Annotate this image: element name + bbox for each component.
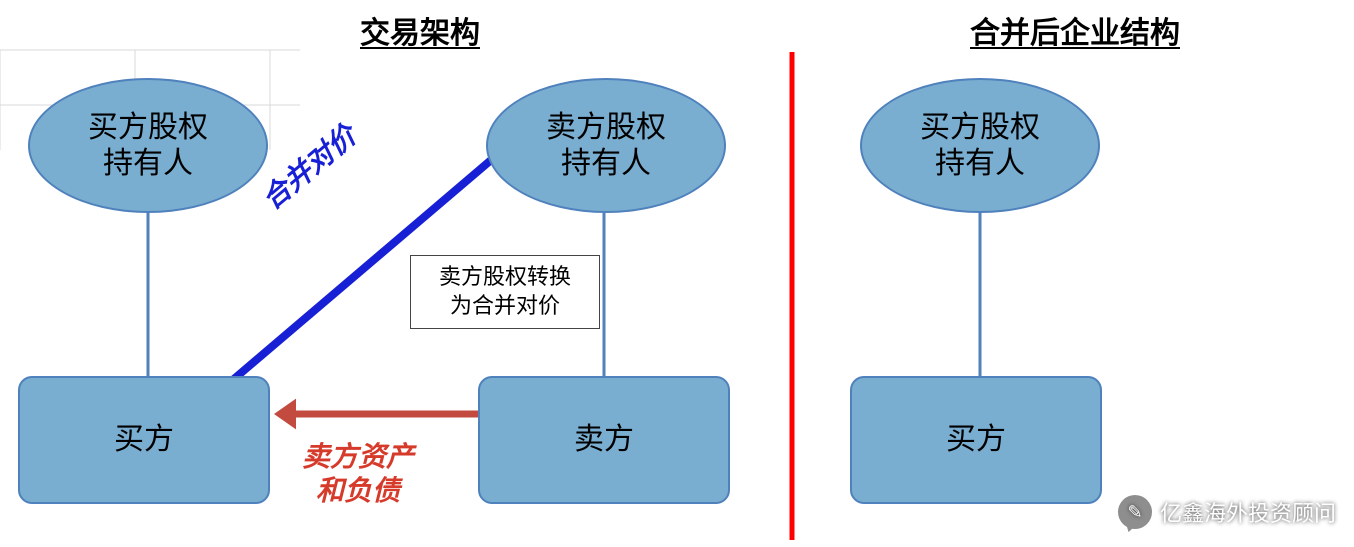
title-left: 交易架构 (360, 8, 480, 52)
node-right-buyer: 买方 (850, 376, 1102, 504)
diagram-canvas: 交易架构 合并后企业结构 买方股权 持有人 卖方股权 持有人 买方 卖方 买方股… (0, 0, 1354, 547)
label-assets-liab: 卖方资产 和负债 (300, 440, 416, 507)
node-right-holder: 买方股权 持有人 (860, 78, 1100, 213)
watermark: ✎ 亿鑫海外投资顾问 (1118, 495, 1336, 529)
label-merge-price: 合并对价 (254, 117, 364, 217)
node-buyer-holder: 买方股权 持有人 (28, 78, 268, 213)
watermark-text: 亿鑫海外投资顾问 (1160, 496, 1336, 528)
note-convert: 卖方股权转换 为合并对价 (410, 255, 600, 329)
node-buyer: 买方 (18, 376, 270, 504)
title-right: 合并后企业结构 (970, 8, 1180, 52)
wechat-icon: ✎ (1118, 495, 1152, 529)
node-seller: 卖方 (478, 376, 730, 504)
node-seller-holder: 卖方股权 持有人 (486, 78, 726, 213)
